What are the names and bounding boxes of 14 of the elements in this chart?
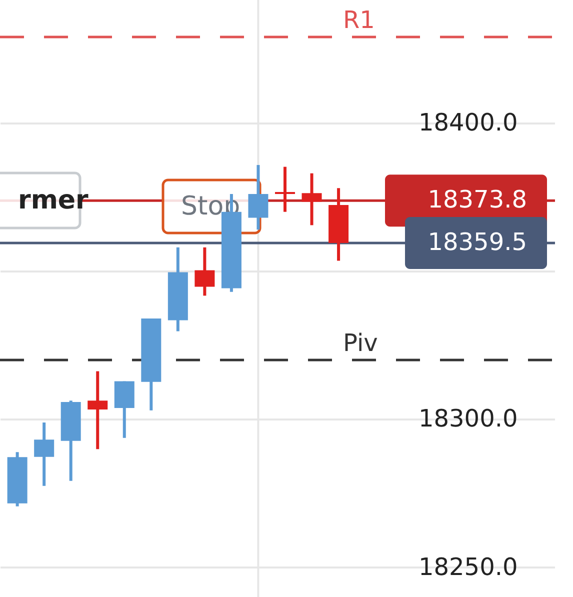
ref-line-label: Piv <box>343 328 378 357</box>
candlestick <box>274 166 295 212</box>
candlestick <box>34 422 54 486</box>
candlestick <box>88 371 108 450</box>
y-tick-label: 18250.0 <box>418 552 518 581</box>
candlestick <box>302 173 322 226</box>
ref-line-label: 18373.8 <box>428 186 527 214</box>
candlestick <box>248 165 268 230</box>
annotation: rmer <box>18 186 89 216</box>
ref-line-label: R1 <box>343 6 375 34</box>
y-tick-label: 18300.0 <box>418 404 518 433</box>
y-tick-label: 18400.0 <box>418 108 518 136</box>
ref-line-label: 18359.5 <box>428 228 527 256</box>
candlestick <box>194 247 215 296</box>
